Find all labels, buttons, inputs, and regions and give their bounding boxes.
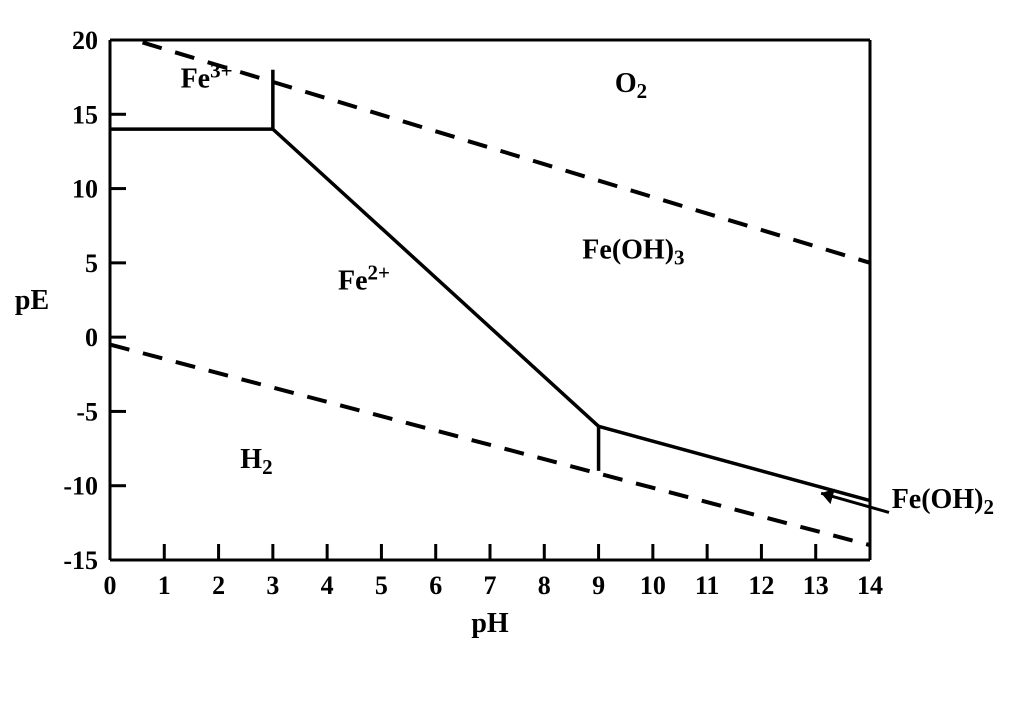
region-label-o2: O2 [615, 68, 647, 103]
x-axis-title: pH [471, 608, 509, 639]
x-tick-label: 1 [158, 571, 171, 600]
y-axis-title: pE [15, 285, 49, 316]
x-tick-label: 2 [212, 571, 225, 600]
x-tick-label: 5 [375, 571, 388, 600]
region-label-fe2: Fe2+ [338, 261, 390, 297]
x-tick-label: 7 [484, 571, 497, 600]
y-tick-label: 20 [72, 26, 98, 55]
y-tick-label: -10 [63, 472, 98, 501]
x-tick-label: 10 [640, 571, 666, 600]
y-tick-label: 5 [85, 249, 98, 278]
region-label-feoh3: Fe(OH)3 [582, 234, 684, 269]
phase-boundary-line [273, 129, 599, 426]
x-tick-label: 12 [748, 571, 774, 600]
x-tick-label: 3 [266, 571, 279, 600]
x-tick-label: 11 [695, 571, 720, 600]
x-tick-label: 6 [429, 571, 442, 600]
plot-lines [110, 33, 870, 546]
chart-svg: 01234567891011121314-15-10-505101520pHpE… [0, 0, 1024, 704]
x-tick-label: 13 [803, 571, 829, 600]
y-tick-label: -15 [63, 546, 98, 575]
y-tick-label: 10 [72, 175, 98, 204]
region-label-h2: H2 [240, 444, 272, 479]
stability-dashed-line [110, 345, 870, 546]
region-label-feoh2: Fe(OH)2 [892, 484, 994, 519]
pourbaix-chart: 01234567891011121314-15-10-505101520pHpE… [0, 0, 1024, 704]
y-tick-label: 0 [85, 323, 98, 352]
phase-boundary-line [599, 426, 870, 500]
x-tick-label: 14 [857, 571, 883, 600]
x-tick-label: 4 [321, 571, 334, 600]
x-tick-label: 9 [592, 571, 605, 600]
y-tick-label: 15 [72, 100, 98, 129]
region-label-fe3: Fe3+ [181, 59, 233, 95]
x-tick-label: 0 [104, 571, 117, 600]
y-tick-label: -5 [76, 397, 98, 426]
x-tick-label: 8 [538, 571, 551, 600]
